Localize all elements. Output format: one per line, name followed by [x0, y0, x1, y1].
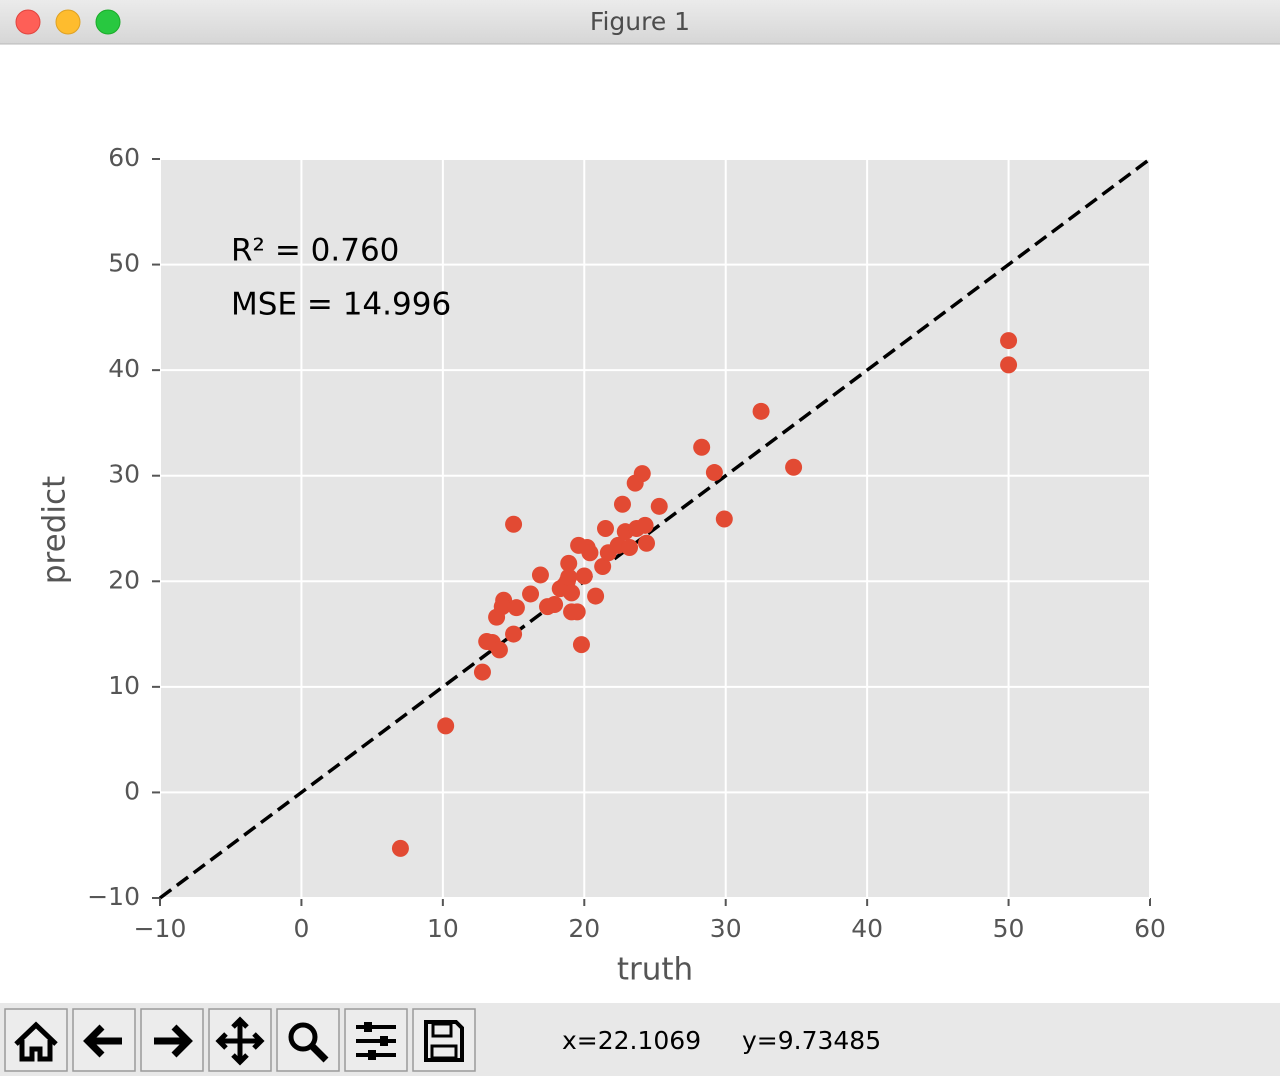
- pan-button[interactable]: [208, 1008, 272, 1072]
- save-button[interactable]: [412, 1008, 476, 1072]
- y-tick-label: 40: [108, 354, 140, 383]
- point: [522, 585, 540, 603]
- point: [493, 598, 511, 616]
- point: [490, 641, 508, 659]
- point: [693, 438, 711, 456]
- point: [638, 534, 656, 552]
- point: [597, 520, 614, 537]
- x-tick-label: 20: [568, 914, 600, 943]
- x-axis-label: truth: [617, 952, 693, 988]
- point: [568, 603, 586, 621]
- y-tick-label: 20: [108, 565, 140, 594]
- x-tick-label: 30: [710, 914, 742, 943]
- point: [594, 558, 612, 576]
- point: [546, 596, 564, 614]
- point: [633, 465, 651, 483]
- point: [575, 567, 593, 585]
- point: [715, 510, 733, 528]
- point: [437, 717, 455, 735]
- point: [785, 458, 803, 476]
- close-button[interactable]: [15, 9, 41, 35]
- point: [587, 587, 605, 605]
- point: [650, 497, 668, 515]
- point: [581, 544, 599, 562]
- status-x: x=22.1069: [562, 1026, 701, 1055]
- point: [563, 584, 581, 602]
- point: [507, 599, 525, 617]
- point: [560, 554, 578, 572]
- configure-button[interactable]: [344, 1008, 408, 1072]
- x-tick-label: 60: [1134, 914, 1166, 943]
- point: [1000, 332, 1018, 350]
- minimize-button[interactable]: [55, 9, 81, 35]
- point: [621, 539, 639, 557]
- annotation: R² = 0.760: [231, 233, 399, 269]
- y-tick-label: 50: [108, 249, 140, 278]
- x-tick-label: 40: [851, 914, 883, 943]
- point: [752, 402, 770, 420]
- point: [473, 663, 491, 681]
- toolbar-buttons: [4, 1008, 476, 1072]
- point: [505, 625, 523, 643]
- title-bar: [0, 0, 1280, 44]
- x-tick-label: 0: [293, 914, 309, 943]
- status-y: y=9.73485: [742, 1026, 881, 1055]
- x-tick-label: 10: [427, 914, 459, 943]
- y-tick-label: 60: [108, 143, 140, 172]
- y-tick-label: 10: [108, 671, 140, 700]
- y-tick-label: 0: [124, 776, 140, 805]
- forward-button[interactable]: [140, 1008, 204, 1072]
- back-button[interactable]: [72, 1008, 136, 1072]
- y-tick-label: −10: [87, 882, 140, 911]
- zoom-tool-button[interactable]: [276, 1008, 340, 1072]
- identity-line: [158, 157, 1152, 900]
- point: [560, 568, 578, 586]
- point: [613, 495, 631, 513]
- home-button[interactable]: [4, 1008, 68, 1072]
- point: [636, 516, 654, 534]
- y-axis-label: predict: [37, 476, 73, 584]
- annotation: MSE = 14.996: [231, 287, 451, 323]
- point: [572, 636, 590, 654]
- y-tick-label: 30: [108, 460, 140, 489]
- point: [531, 566, 549, 584]
- point: [505, 515, 523, 533]
- x-tick-label: 50: [993, 914, 1025, 943]
- zoom-button[interactable]: [95, 9, 121, 35]
- point: [705, 464, 723, 482]
- point: [391, 839, 409, 857]
- x-tick-label: −10: [134, 914, 187, 943]
- point: [1000, 356, 1018, 374]
- window-title: Figure 1: [590, 7, 690, 36]
